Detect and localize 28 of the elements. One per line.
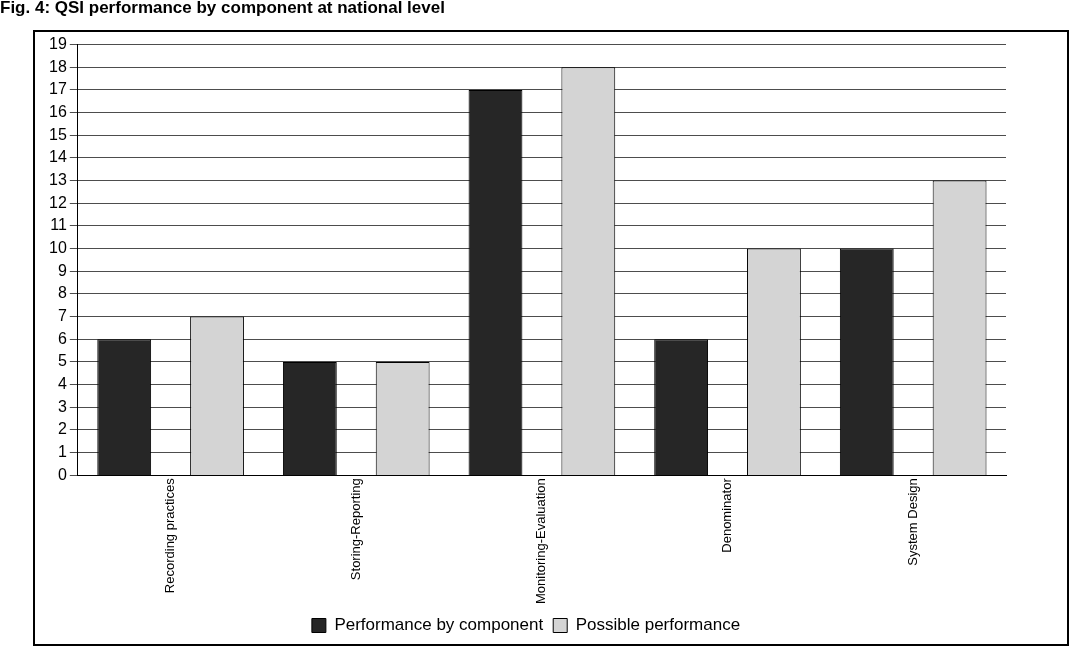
y-tick-label: 2 xyxy=(57,420,67,438)
y-tick-label: 3 xyxy=(57,397,67,415)
x-tick-label: Monitoring-Evaluation xyxy=(533,478,549,604)
chart-title: Fig. 4: QSI performance by component at national level xyxy=(0,0,445,18)
y-tick-label: 19 xyxy=(49,35,67,53)
y-tick-label: 9 xyxy=(57,261,67,279)
y-tick-label: 7 xyxy=(57,307,67,325)
y-tick-label: 11 xyxy=(50,216,67,234)
x-tick-label: Storing-Reporting xyxy=(347,478,363,581)
y-tick-label: 5 xyxy=(57,352,67,370)
x-tick-label: Recording practices xyxy=(162,477,178,594)
y-tick-label: 18 xyxy=(49,57,67,75)
y-tick-label: 0 xyxy=(57,465,67,483)
x-tick-label: System Design xyxy=(904,478,920,566)
y-tick-label: 17 xyxy=(49,80,67,98)
y-tick-label: 4 xyxy=(57,375,67,393)
y-tick-label: 13 xyxy=(49,171,67,189)
y-tick-label: 12 xyxy=(49,193,67,211)
y-tick-label: 15 xyxy=(49,125,67,143)
y-tick-label: 6 xyxy=(57,329,67,347)
x-tick-label: Denominator xyxy=(719,477,735,553)
y-tick-label: 14 xyxy=(49,148,67,166)
y-tick-label: 10 xyxy=(49,239,67,257)
legend-label: Possible performance xyxy=(575,615,741,635)
legend-label: Performance by component xyxy=(334,615,544,635)
y-tick-label: 16 xyxy=(49,103,67,121)
y-tick-label: 1 xyxy=(57,443,67,461)
y-tick-label: 8 xyxy=(57,284,67,302)
